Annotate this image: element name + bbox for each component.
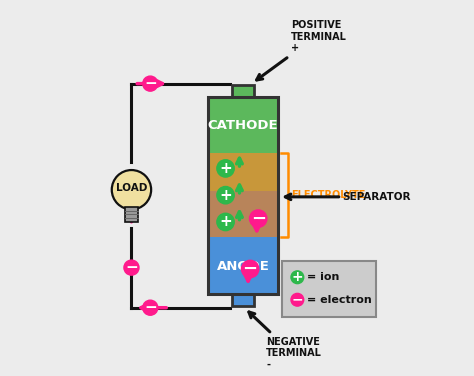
Bar [232, 294, 254, 306]
Text: LOAD: LOAD [116, 183, 147, 193]
Bar [208, 153, 278, 191]
Text: NEGATIVE
TERMINAL
-: NEGATIVE TERMINAL - [266, 337, 322, 370]
Text: +: + [219, 161, 232, 176]
FancyBboxPatch shape [282, 261, 376, 317]
Circle shape [217, 160, 234, 177]
Bar [208, 97, 278, 153]
Text: ELECTROLYTE: ELECTROLYTE [291, 190, 365, 200]
Text: −: − [125, 260, 138, 275]
Bar [125, 206, 138, 223]
Text: −: − [144, 76, 156, 91]
Circle shape [249, 210, 267, 227]
Text: −: − [144, 300, 156, 315]
Text: SEPARATOR: SEPARATOR [343, 192, 411, 202]
Text: −: − [251, 209, 266, 227]
Text: = electron: = electron [308, 295, 372, 305]
Circle shape [217, 186, 234, 204]
Circle shape [112, 170, 151, 209]
Bar [208, 237, 278, 294]
Text: −: − [292, 293, 303, 307]
Text: −: − [243, 260, 258, 278]
Circle shape [143, 76, 158, 91]
Text: = ion: = ion [308, 272, 340, 282]
Text: +: + [219, 214, 232, 229]
Circle shape [241, 260, 259, 277]
Circle shape [291, 271, 304, 284]
Bar [208, 97, 278, 294]
Text: CATHODE: CATHODE [208, 119, 278, 132]
Text: +: + [292, 270, 303, 284]
Bar [232, 85, 254, 97]
Circle shape [291, 293, 304, 306]
Text: ANODE: ANODE [217, 260, 269, 273]
Text: POSITIVE
TERMINAL
+: POSITIVE TERMINAL + [291, 20, 346, 53]
Bar [208, 191, 278, 237]
Circle shape [124, 260, 139, 275]
Circle shape [217, 213, 234, 230]
Circle shape [143, 300, 158, 315]
Text: +: + [219, 188, 232, 203]
